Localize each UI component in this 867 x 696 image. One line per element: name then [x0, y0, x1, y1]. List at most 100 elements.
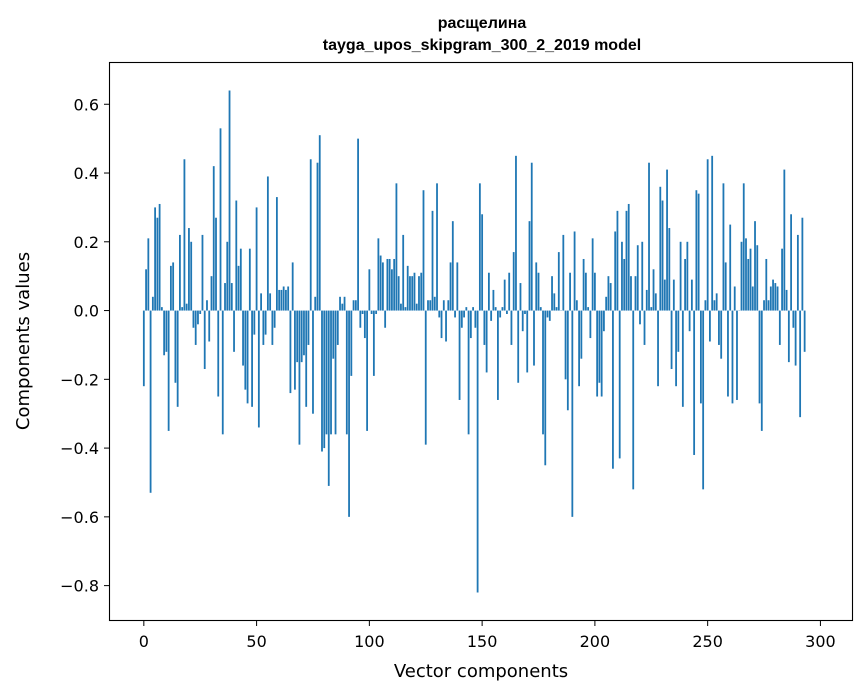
y-axis-label: Components values — [13, 252, 34, 430]
bar-125 — [424, 310, 427, 445]
bar-287 — [790, 214, 792, 311]
bar-41 — [235, 200, 238, 311]
bar-66 — [291, 262, 294, 311]
bar-158 — [499, 310, 502, 318]
bar-116 — [404, 307, 407, 311]
bar-74 — [309, 159, 312, 311]
bar-60 — [278, 289, 281, 311]
bar-187 — [564, 310, 567, 380]
bar-220 — [639, 310, 641, 325]
bar-175 — [537, 272, 540, 311]
bar-242 — [688, 310, 691, 332]
bar-25 — [199, 310, 202, 314]
bar-263 — [736, 310, 738, 400]
bar-8 — [160, 307, 163, 311]
bar-290 — [796, 234, 799, 311]
bar-61 — [280, 289, 283, 311]
bar-240 — [684, 258, 686, 311]
bar-173 — [533, 310, 535, 366]
bar-16 — [179, 234, 181, 311]
bar-53 — [262, 310, 265, 345]
bar-111 — [393, 258, 396, 311]
bar-210 — [616, 210, 619, 311]
bar-49 — [253, 310, 256, 335]
bar-159 — [501, 307, 504, 311]
bar-101 — [370, 310, 373, 314]
bar-209 — [614, 231, 617, 311]
bar-21 — [190, 241, 193, 311]
bar-212 — [621, 241, 623, 311]
bar-282 — [778, 310, 781, 345]
bar-228 — [657, 310, 659, 387]
bar-69 — [298, 310, 301, 445]
x-tick-label: 300 — [805, 632, 836, 651]
bar-244 — [693, 310, 696, 455]
bar-39 — [230, 283, 233, 311]
bar-12 — [169, 265, 172, 311]
bar-196 — [584, 272, 587, 311]
bar-127 — [429, 300, 432, 311]
bar-42 — [237, 265, 240, 311]
bar-195 — [582, 258, 585, 311]
bar-100 — [368, 269, 371, 311]
bar-268 — [747, 258, 750, 311]
chart-title: расщелина — [438, 15, 527, 32]
bar-269 — [749, 248, 752, 311]
bar-93 — [352, 300, 355, 311]
bar-283 — [781, 248, 783, 311]
bar-150 — [481, 214, 484, 311]
bar-245 — [695, 190, 698, 311]
bar-193 — [578, 310, 580, 387]
bar-138 — [454, 310, 456, 318]
bar-214 — [625, 210, 628, 311]
bar-200 — [593, 272, 596, 311]
bar-147 — [474, 310, 477, 328]
bar-32 — [215, 217, 217, 311]
bar-257 — [722, 183, 725, 311]
bar-152 — [485, 310, 488, 373]
bar-38 — [228, 90, 231, 311]
bar-190 — [571, 310, 574, 517]
bar-256 — [720, 310, 723, 359]
bar-113 — [397, 276, 400, 311]
bar-198 — [589, 310, 592, 339]
bar-202 — [598, 310, 601, 383]
bar-11 — [167, 310, 170, 431]
bar-114 — [400, 303, 402, 311]
bar-178 — [544, 310, 547, 466]
bar-68 — [296, 310, 299, 363]
bar-78 — [318, 135, 321, 311]
bar-174 — [535, 262, 538, 311]
bar-77 — [316, 162, 319, 311]
bar-260 — [729, 224, 732, 311]
bar-6 — [156, 217, 159, 311]
bar-54 — [264, 310, 267, 335]
bar-59 — [275, 197, 278, 311]
bar-85 — [334, 310, 337, 435]
bar-47 — [248, 248, 251, 311]
bar-169 — [524, 310, 526, 314]
bar-277 — [767, 300, 770, 311]
bar-284 — [783, 169, 786, 311]
bar-267 — [745, 238, 747, 311]
bar-33 — [217, 310, 220, 397]
bar-94 — [354, 300, 357, 311]
bar-230 — [661, 200, 664, 311]
bar-22 — [192, 310, 195, 328]
bar-213 — [623, 258, 626, 311]
bar-171 — [528, 221, 531, 311]
bar-221 — [641, 241, 644, 311]
bar-164 — [512, 252, 515, 311]
bar-23 — [194, 310, 197, 345]
bar-249 — [704, 300, 707, 311]
y-tick-label: 0.4 — [74, 164, 99, 183]
bar-247 — [699, 310, 702, 404]
bar-20 — [188, 228, 190, 311]
bar-157 — [497, 310, 499, 400]
bar-223 — [645, 289, 648, 311]
bar-28 — [206, 300, 208, 311]
bar-83 — [330, 310, 332, 435]
bar-76 — [314, 296, 317, 311]
bar-216 — [630, 276, 632, 311]
bar-89 — [343, 296, 346, 311]
